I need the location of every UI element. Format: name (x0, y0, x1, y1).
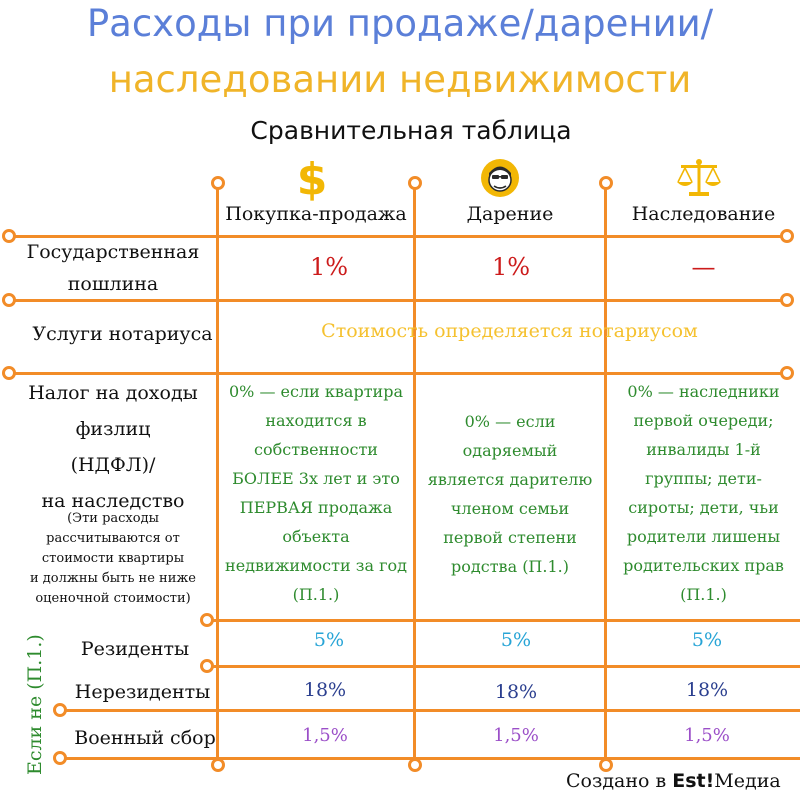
text-line: группы; дети- (645, 469, 762, 488)
table-subtitle: Сравнительная таблица (250, 116, 572, 145)
text-line: родители лишены (626, 527, 781, 546)
text-line: инвалиды 1-й (646, 440, 761, 459)
grid-ring (599, 758, 613, 772)
grid-ring (780, 293, 794, 307)
credit-prefix: Создано в (566, 770, 673, 792)
text-line: является дарителю (427, 470, 593, 489)
text-line: 0% — если (464, 412, 556, 431)
text-line: сироты; дети, чьи (628, 498, 779, 517)
text-line: первой степени (443, 528, 577, 547)
row-label-line: (НДФЛ)/ (70, 454, 156, 476)
page-title-line-2: наследовании недвижимости (108, 58, 692, 101)
income-tax-sale-text: 0% — если квартира находится в собственн… (219, 377, 413, 609)
duty-sale-value: 1% (309, 253, 349, 281)
income-tax-gift-text: 0% — если одаряемый является дарителю чл… (416, 407, 604, 581)
grid-ring (53, 751, 67, 765)
grid-line-horizontal-5 (208, 665, 800, 668)
duty-gift-value: 1% (491, 253, 531, 281)
row-label-military-levy: Военный сбор (74, 727, 216, 749)
nonresidents-inheritance-value: 18% (685, 679, 729, 701)
grid-ring (2, 293, 16, 307)
note-line: и должны быть не ниже (29, 571, 197, 586)
text-line: ПЕРВАЯ продажа (239, 498, 393, 517)
credit-line: Создано в Est!Медиа (566, 770, 781, 792)
text-line: одаряемый (462, 441, 558, 460)
text-line: (П.1.) (292, 585, 340, 604)
grid-ring (780, 366, 794, 380)
credit-suffix: Медиа (714, 770, 781, 792)
column-header-sale: Покупка-продажа (225, 203, 407, 225)
nonresidents-sale-value: 18% (303, 679, 347, 701)
text-line: первой очереди; (633, 411, 774, 430)
row-label-state-duty: Государственная пошлина (10, 237, 216, 299)
military-inheritance-value: 1,5% (684, 725, 730, 746)
note-line: (Эти расходы (67, 511, 159, 526)
text-line: родительских прав (623, 556, 784, 575)
duty-inheritance-value: — (691, 253, 716, 281)
grid-ring (200, 613, 214, 627)
text-line: родства (П.1.) (451, 557, 569, 576)
text-line: объекта (282, 527, 350, 546)
text-line: членом семьи (450, 499, 570, 518)
row-label-line: Государственная (26, 241, 200, 263)
svg-text:$: $ (297, 154, 328, 202)
military-sale-value: 1,5% (302, 725, 348, 746)
grid-ring (53, 703, 67, 717)
row-label-nonresidents: Нерезиденты (74, 681, 211, 703)
income-tax-inheritance-text: 0% — наследники первой очереди; инвалиды… (607, 377, 800, 609)
row-label-line: Налог на доходы (28, 382, 198, 404)
grid-ring (408, 176, 422, 190)
grid-line-vertical-2 (413, 183, 416, 765)
row-label-line: физлиц (75, 418, 151, 440)
grid-ring (408, 758, 422, 772)
text-line: 0% — наследники (627, 382, 780, 401)
text-line: БОЛЕЕ 3х лет и это (232, 469, 400, 488)
row-label-line: пошлина (67, 273, 159, 295)
grid-ring (2, 229, 16, 243)
grid-line-horizontal-4 (208, 619, 800, 622)
note-line: стоимости квартиры (41, 551, 185, 566)
grid-line-horizontal-6 (60, 709, 800, 712)
text-line: (П.1.) (680, 585, 727, 604)
grid-line-vertical-3 (604, 183, 607, 765)
text-line: находится в (265, 411, 367, 430)
note-line: оценочной стоимости) (35, 591, 191, 606)
row-label-residents: Резиденты (80, 638, 190, 660)
grid-ring (200, 659, 214, 673)
grid-ring (211, 758, 225, 772)
scales-icon (675, 158, 723, 198)
row-label-notary: Услуги нотариуса (32, 323, 213, 345)
note-line: рассчитываются от (46, 531, 180, 546)
grid-ring (599, 176, 613, 190)
grid-line-vertical-1 (216, 183, 219, 765)
military-gift-value: 1,5% (493, 725, 539, 746)
grid-ring (780, 229, 794, 243)
column-header-gift: Дарение (466, 203, 554, 225)
grid-line-horizontal-3 (8, 372, 788, 375)
face-icon (480, 158, 520, 198)
credit-brand: Est! (672, 770, 715, 792)
side-label-if-not-p1: Если не (П.1.) (24, 634, 46, 775)
residents-gift-value: 5% (500, 629, 532, 651)
page-title-line-1: Расходы при продаже/дарении/ (86, 2, 714, 45)
text-line: собственности (254, 440, 378, 459)
grid-ring (2, 366, 16, 380)
residents-inheritance-value: 5% (691, 629, 723, 651)
row-label-line: на наследство (41, 490, 185, 512)
income-tax-note: (Эти расходы рассчитываются от стоимости… (10, 509, 216, 609)
grid-line-horizontal-1 (8, 235, 788, 238)
grid-ring (211, 176, 225, 190)
residents-sale-value: 5% (313, 629, 345, 651)
row-label-income-tax: Налог на доходы физлиц (НДФЛ)/ на наслед… (10, 375, 216, 519)
grid-line-horizontal-7 (60, 757, 800, 760)
notary-cost-note: Стоимость определяется нотариусом (321, 320, 698, 342)
column-header-inheritance: Наследование (631, 203, 776, 225)
text-line: недвижимости за год (225, 556, 407, 575)
text-line: 0% — если квартира (229, 382, 403, 401)
nonresidents-gift-value: 18% (494, 681, 538, 703)
grid-line-horizontal-2 (8, 299, 788, 302)
dollar-sign-icon: $ (290, 152, 334, 205)
